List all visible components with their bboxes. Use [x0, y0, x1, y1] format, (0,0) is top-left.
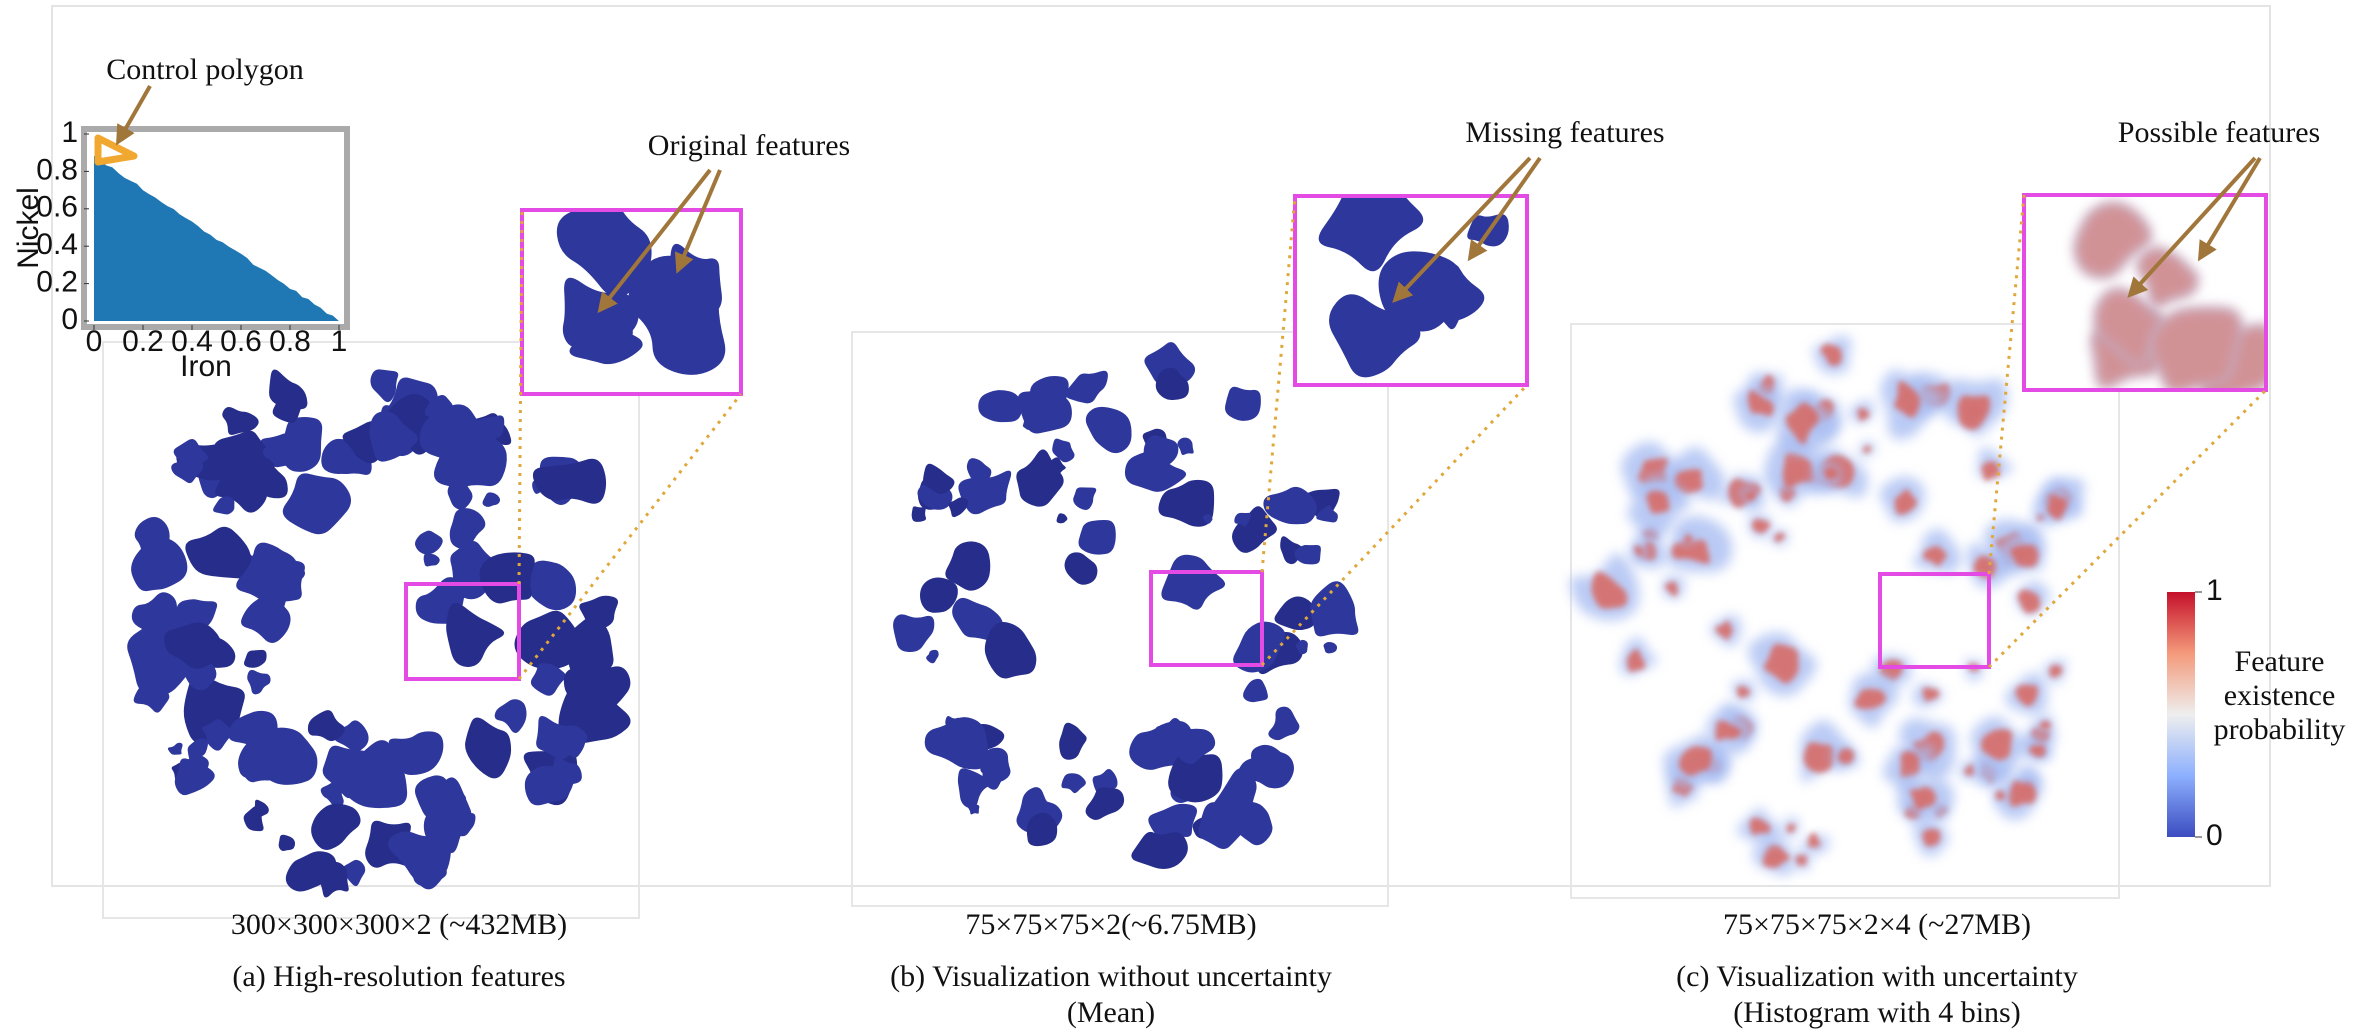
feature-blob — [1268, 707, 1299, 741]
panel-size: 75×75×75×2×4 (~27MB) — [1723, 908, 2031, 941]
feature-cloud — [893, 342, 1358, 869]
annotation: Control polygon — [106, 53, 304, 86]
feature-core — [1808, 833, 1820, 847]
feature-blob — [1161, 555, 1225, 610]
feature-cloud — [127, 369, 630, 897]
feature-blob — [168, 743, 183, 755]
feature-blob — [446, 603, 504, 667]
feature-blob — [1079, 520, 1116, 555]
panel-caption: (Mean) — [1067, 996, 1155, 1029]
feature-blob — [213, 496, 234, 514]
feature-blob — [926, 650, 938, 663]
feature-blob — [281, 417, 322, 472]
feature-blob — [283, 473, 351, 534]
feature-blob — [1065, 552, 1098, 584]
feature-blob — [1263, 487, 1316, 524]
connector — [519, 210, 522, 584]
feature-blob — [525, 766, 574, 806]
panel-caption: (a) High-resolution features — [232, 960, 565, 993]
feature-blob — [244, 650, 267, 668]
feature-blob — [279, 835, 295, 851]
feature-blob — [1059, 723, 1087, 760]
feature-blob — [925, 717, 988, 769]
feature-blob — [424, 553, 440, 566]
feature-blob — [269, 369, 307, 409]
feature-core — [1982, 462, 2000, 481]
feature-blob — [893, 614, 934, 652]
feature-blob — [222, 407, 258, 435]
feature-blob — [1294, 545, 1320, 564]
colorbar-tick-label: 1 — [2206, 574, 2223, 607]
feature-blob — [1086, 407, 1132, 453]
feature-blob — [415, 531, 443, 555]
panel-caption: (c) Visualization with uncertainty — [1676, 960, 2078, 993]
feature-blob — [967, 458, 992, 479]
figure: 00.20.40.60.8100.20.40.60.81IronNickel C… — [0, 0, 2369, 1033]
panel-size: 75×75×75×2(~6.75MB) — [965, 908, 1256, 941]
y-tick-label: 0.2 — [36, 266, 78, 299]
feature-blob — [1144, 435, 1179, 467]
feature-blob — [1177, 438, 1193, 455]
feature-blob — [1057, 513, 1068, 523]
feature-blob — [1275, 596, 1316, 630]
feature-blob — [247, 670, 270, 695]
feature-blob — [526, 561, 576, 611]
arrows — [118, 86, 2260, 310]
x-tick-label: 1 — [331, 325, 348, 358]
x-tick-label: 0.8 — [269, 325, 311, 358]
panel-caption: (b) Visualization without uncertainty — [890, 960, 1332, 993]
feature-blob — [480, 552, 535, 603]
page: {"annotations":{"control_polygon":"Contr… — [0, 0, 2369, 1033]
feature-blob — [1061, 773, 1086, 793]
feature-blob — [1324, 642, 1338, 653]
annotation: Possible features — [2118, 116, 2320, 149]
colorbar-label-box: Feature existence probability — [2190, 645, 2369, 765]
zoom-region — [1880, 574, 1989, 667]
y-tick-label: 0 — [61, 303, 78, 336]
annotation: Original features — [648, 129, 850, 162]
feature-blob — [978, 390, 1022, 422]
x-tick-label: 0.2 — [122, 325, 164, 358]
feature-blob — [254, 800, 269, 820]
feature-core — [1804, 742, 1835, 772]
feature-cloud — [1570, 336, 2084, 875]
feature-blob — [968, 804, 979, 814]
feature-core — [1901, 751, 1920, 778]
captions: 300×300×300×2 (~432MB) (a) High-resolutio… — [231, 908, 2078, 1029]
y-axis-label: Nickel — [12, 187, 45, 269]
x-tick-label: 0 — [86, 325, 103, 358]
feature-blob — [912, 506, 926, 522]
y-tick-label: 0.8 — [36, 153, 78, 186]
y-tick-label: 1 — [61, 116, 78, 149]
colorbar-tick-label: 0 — [2206, 819, 2223, 852]
feature-blob — [1065, 371, 1107, 404]
feature-blob — [1243, 679, 1268, 702]
feature-blob — [1310, 581, 1358, 636]
feature-blob — [311, 804, 360, 850]
feature-blob — [465, 718, 511, 779]
feature-blob — [920, 578, 958, 613]
feature-blob — [308, 710, 345, 741]
feature-blob — [1073, 487, 1096, 510]
connector — [519, 394, 741, 679]
feature-blob — [483, 492, 501, 506]
feature-blob — [1086, 787, 1125, 820]
feature-blob — [1131, 832, 1188, 869]
feature-blob — [185, 527, 251, 579]
panel-caption: (Histogram with 4 bins) — [1733, 996, 2020, 1029]
panel-size: 300×300×300×2 (~432MB) — [231, 908, 567, 941]
feature-blob — [531, 663, 566, 696]
x-axis-label: Iron — [180, 350, 232, 383]
feature-blob — [495, 699, 527, 733]
feature-blob — [1225, 387, 1261, 421]
annotation: Missing features — [1465, 116, 1664, 149]
feature-blob — [985, 622, 1037, 679]
colorbar-label: Feature existence probability — [2190, 645, 2369, 747]
